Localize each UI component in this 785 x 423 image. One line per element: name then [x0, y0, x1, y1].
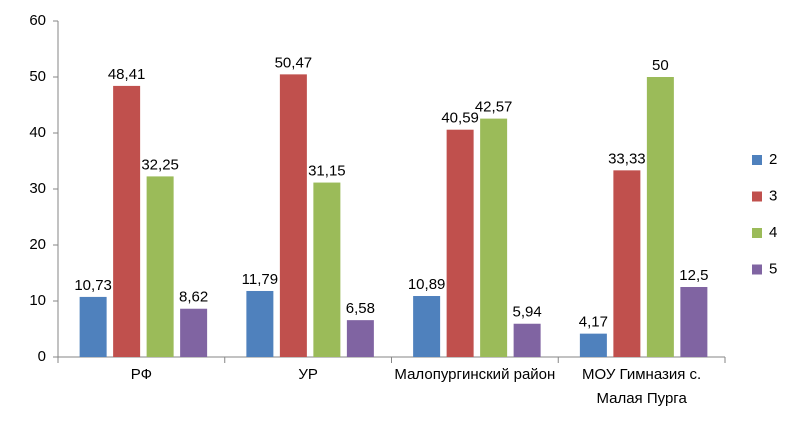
data-label: 40,59	[441, 110, 479, 127]
bar	[680, 287, 708, 357]
data-label: 11,79	[242, 271, 278, 288]
legend-label: 5	[769, 260, 777, 277]
bar	[346, 320, 374, 357]
y-tick-label: 30	[29, 180, 46, 197]
data-label: 6,58	[346, 300, 375, 317]
y-tick-label: 60	[29, 12, 46, 29]
y-tick-label: 0	[38, 348, 46, 365]
data-label: 10,89	[408, 276, 446, 293]
bar	[313, 182, 341, 357]
legend-swatch	[752, 155, 762, 165]
x-tick-label: УР	[298, 366, 318, 383]
bar	[613, 170, 641, 357]
data-label: 50,47	[275, 54, 313, 71]
y-tick-label: 50	[29, 68, 46, 85]
legend-swatch	[752, 264, 762, 275]
x-tick-label: РФ	[130, 366, 152, 383]
x-tick-label-box: УР	[298, 366, 318, 383]
bar	[279, 74, 307, 358]
data-label: 5,94	[513, 304, 542, 321]
bar	[513, 323, 541, 357]
bar	[180, 308, 208, 357]
bar	[446, 129, 474, 357]
bar	[113, 85, 141, 358]
bar	[480, 118, 508, 357]
bar	[413, 296, 441, 357]
legend-label: 2	[769, 151, 777, 168]
legend-label: 3	[769, 187, 777, 204]
data-label: 10,73	[74, 277, 112, 294]
bar	[146, 176, 174, 357]
bar	[246, 290, 274, 357]
bar	[646, 77, 674, 357]
data-label: 32,25	[141, 156, 179, 173]
x-tick-label-box: МОУ Гимназия с. Малая Пурга	[582, 366, 702, 407]
bar	[79, 296, 107, 357]
y-tick-label: 40	[29, 124, 46, 141]
x-tick-label: Малопургинский район	[394, 366, 556, 383]
data-label: 8,62	[179, 289, 208, 306]
x-tick-label-box: Малопургинский район	[394, 366, 556, 383]
data-label: 48,41	[108, 66, 146, 83]
bar	[579, 333, 607, 357]
legend-label: 4	[769, 224, 777, 241]
data-label: 33,33	[608, 150, 646, 167]
legend-swatch	[752, 228, 762, 238]
data-label: 42,57	[475, 99, 513, 116]
legend-swatch	[752, 191, 762, 202]
data-label: 31,15	[308, 163, 346, 180]
y-tick-label: 10	[29, 292, 46, 309]
x-tick-label-box: РФ	[130, 366, 152, 383]
data-label: 50	[652, 57, 669, 74]
y-tick-label: 20	[29, 236, 46, 253]
x-tick-label: МОУ Гимназия с. Малая Пурга	[582, 366, 702, 407]
data-label: 4,17	[579, 314, 608, 331]
data-label: 12,5	[679, 267, 708, 284]
